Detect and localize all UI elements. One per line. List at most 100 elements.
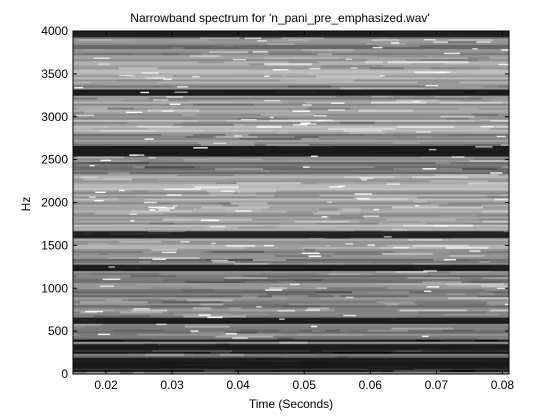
highlight-speck: [257, 40, 267, 42]
spectrogram-row: [73, 133, 509, 137]
highlight-speck: [279, 318, 285, 320]
spectrogram-row: [73, 81, 509, 84]
spectrogram-texture: [484, 194, 500, 197]
spectrogram-texture: [161, 53, 179, 56]
spectrogram-texture: [88, 242, 108, 246]
highlight-speck: [416, 131, 431, 133]
spectrogram-texture: [329, 137, 382, 141]
spectrogram-texture: [413, 244, 469, 248]
spectrogram-texture: [79, 164, 100, 167]
spectrogram-texture: [471, 131, 509, 135]
spectrogram-row: [73, 105, 509, 108]
spectrogram-texture: [144, 353, 184, 357]
spectrogram-texture: [74, 283, 138, 286]
spectrogram-texture: [307, 307, 329, 310]
highlight-speck: [141, 72, 159, 74]
highlight-speck: [166, 194, 182, 196]
spectrogram-texture: [370, 101, 427, 104]
spectrogram-row: [73, 192, 509, 195]
spectrogram-texture: [274, 194, 320, 197]
highlight-speck: [300, 123, 317, 125]
highlight-speck: [225, 333, 238, 335]
highlight-speck: [85, 310, 103, 313]
spectrogram-texture: [108, 277, 124, 280]
highlight-speck: [505, 303, 509, 306]
spectrogram-texture: [239, 329, 279, 332]
x-axis-label: Time (Seconds): [249, 397, 333, 411]
highlight-speck: [354, 193, 373, 195]
spectrogram-texture: [376, 301, 414, 304]
highlight-speck: [133, 308, 150, 310]
spectrogram-texture: [487, 297, 509, 300]
spectrogram-row: [73, 349, 509, 353]
spectrogram-row: [73, 271, 509, 274]
spectrogram-texture: [123, 99, 189, 102]
spectrogram-texture: [417, 87, 436, 90]
spectrogram-row: [73, 331, 509, 334]
spectrogram-texture: [340, 121, 374, 125]
spectrogram-row: [73, 313, 509, 316]
spectrogram-texture: [442, 329, 474, 332]
spectrogram-texture: [248, 51, 312, 54]
highlight-speck: [292, 124, 308, 126]
spectrogram-texture: [310, 349, 323, 353]
spectrogram-row: [73, 214, 509, 217]
highlight-speck: [211, 242, 216, 245]
spectrogram-row: [73, 198, 509, 201]
highlight-speck: [345, 58, 353, 60]
spectrogram-texture: [74, 273, 104, 276]
spectrogram-texture: [203, 369, 235, 373]
highlight-speck: [158, 209, 170, 211]
spectrogram-texture: [277, 337, 293, 340]
highlight-speck: [345, 243, 353, 245]
spectrogram-row: [73, 315, 509, 318]
spectrogram-texture: [236, 182, 301, 185]
spectrogram-texture: [482, 210, 509, 213]
spectrogram-texture: [464, 143, 501, 147]
spectrogram-texture: [334, 309, 397, 312]
spectrogram-row: [73, 53, 509, 56]
spectrogram-texture: [451, 162, 502, 165]
spectrogram-texture: [448, 349, 509, 353]
spectrogram-texture: [235, 331, 258, 334]
spectrogram-texture: [116, 206, 142, 209]
spectrogram-row: [73, 87, 509, 90]
spectrogram-row: [73, 277, 509, 280]
spectrogram-row: [73, 139, 509, 143]
spectrogram-row: [73, 252, 509, 256]
spectrogram-texture: [458, 107, 479, 110]
highlight-speck: [433, 225, 448, 227]
spectrogram-texture: [127, 121, 183, 125]
highlight-speck: [169, 103, 181, 105]
spectrogram-texture: [446, 117, 469, 121]
spectrogram-texture: [151, 248, 177, 252]
highlight-speck: [232, 337, 248, 339]
spectrogram-row: [73, 174, 509, 177]
spectrogram-texture: [431, 135, 497, 139]
spectrogram-texture: [105, 299, 123, 302]
spectrogram-texture: [329, 244, 388, 248]
highlight-speck: [201, 219, 219, 221]
spectrogram-texture: [106, 107, 134, 110]
spectrogram-texture: [103, 279, 157, 282]
highlight-speck: [130, 213, 137, 215]
spectrogram-texture: [294, 135, 319, 139]
spectrogram-row: [73, 307, 509, 310]
spectrogram-texture: [209, 192, 234, 195]
x-tick-label: 0.02: [94, 378, 118, 392]
spectrogram-texture: [254, 170, 270, 173]
spectrogram-texture: [320, 65, 371, 68]
dark-band: [73, 150, 509, 157]
spectrogram-texture: [131, 210, 193, 213]
spectrogram-texture: [223, 45, 234, 48]
spectrogram-row: [73, 135, 509, 139]
spectrogram-plot-area: [73, 31, 509, 374]
spectrogram-texture: [149, 222, 174, 225]
highlight-speck: [498, 63, 509, 66]
spectrogram-texture: [340, 212, 360, 215]
spectrogram-row: [73, 59, 509, 62]
spectrogram-texture: [88, 162, 128, 165]
highlight-speck: [301, 252, 320, 254]
spectrogram-texture: [279, 341, 308, 345]
spectrogram-texture: [319, 208, 338, 211]
